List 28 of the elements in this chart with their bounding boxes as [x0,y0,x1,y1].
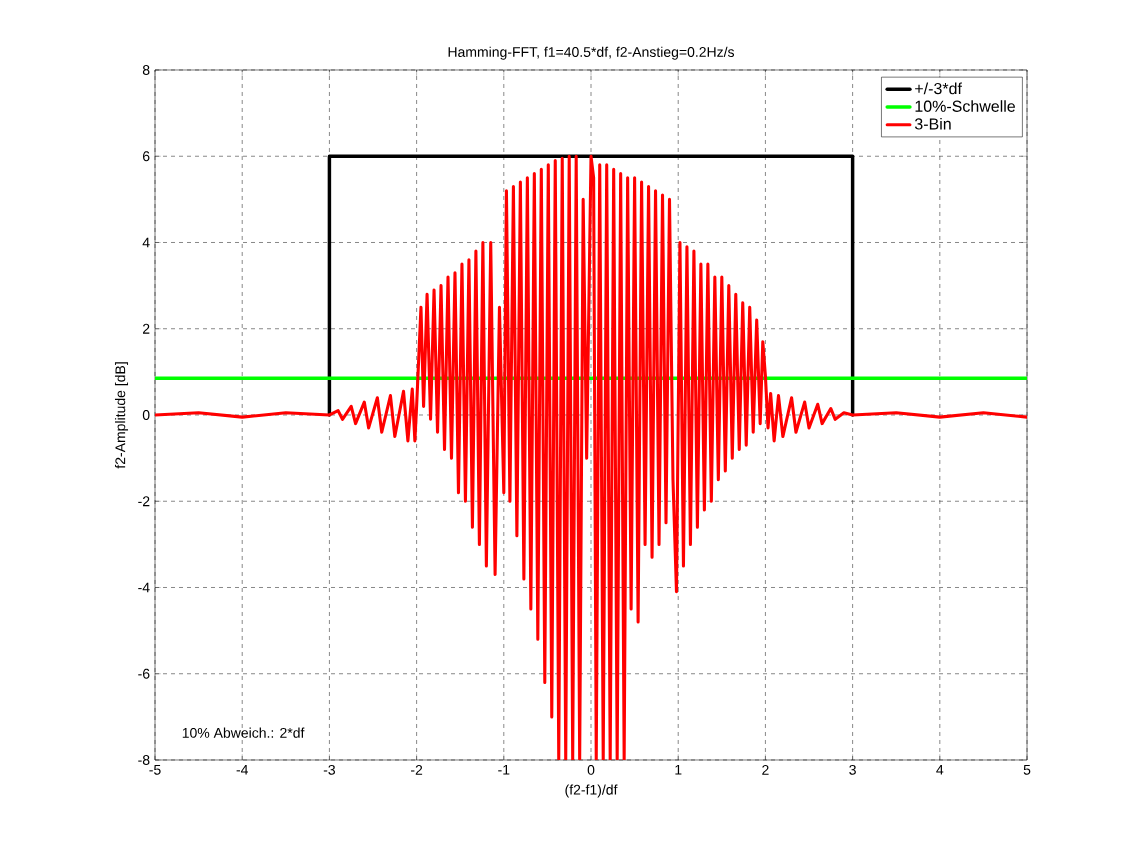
y-tick-label: -6 [138,668,150,679]
x-tick-label: 4 [936,764,944,775]
legend-label: +/-3*df [915,82,962,95]
x-tick-label: -3 [323,764,336,775]
annotation: 10% Abweich.: 2*df [182,727,305,738]
x-tick-label: -2 [411,764,423,775]
chart-title: Hamming-FFT, f1=40.5*df, f2-Anstieg=0.2Hz/s [448,46,735,60]
y-tick-label: 8 [142,65,150,75]
y-tick-label: 2 [143,323,150,334]
x-tick-label: 5 [1023,764,1031,775]
x-tick-label: -4 [236,764,249,775]
legend-label: 10%-Schwelle [915,100,1015,112]
y-tick-label: 0 [142,410,150,420]
x-tick-label: 1 [675,764,682,775]
y-tick-label: -8 [138,755,150,765]
line-series [155,154,1028,760]
y-tick-label: -4 [138,582,150,593]
x-axis-title: (f2-f1)/df [565,784,618,798]
legend-label: 3-Bin [914,117,951,130]
x-tick-label: -1 [498,764,510,775]
x-tick-label: -5 [149,764,161,775]
y-axis-title: f2-Amplitude [dB] [114,362,129,469]
y-tick-label: -2 [138,496,150,507]
x-tick-label: 2 [762,764,769,775]
y-tick-label: 6 [143,151,150,162]
x-tick-label: 3 [849,764,856,775]
y-tick-label: 4 [142,237,150,248]
x-tick-label: 0 [587,764,595,775]
